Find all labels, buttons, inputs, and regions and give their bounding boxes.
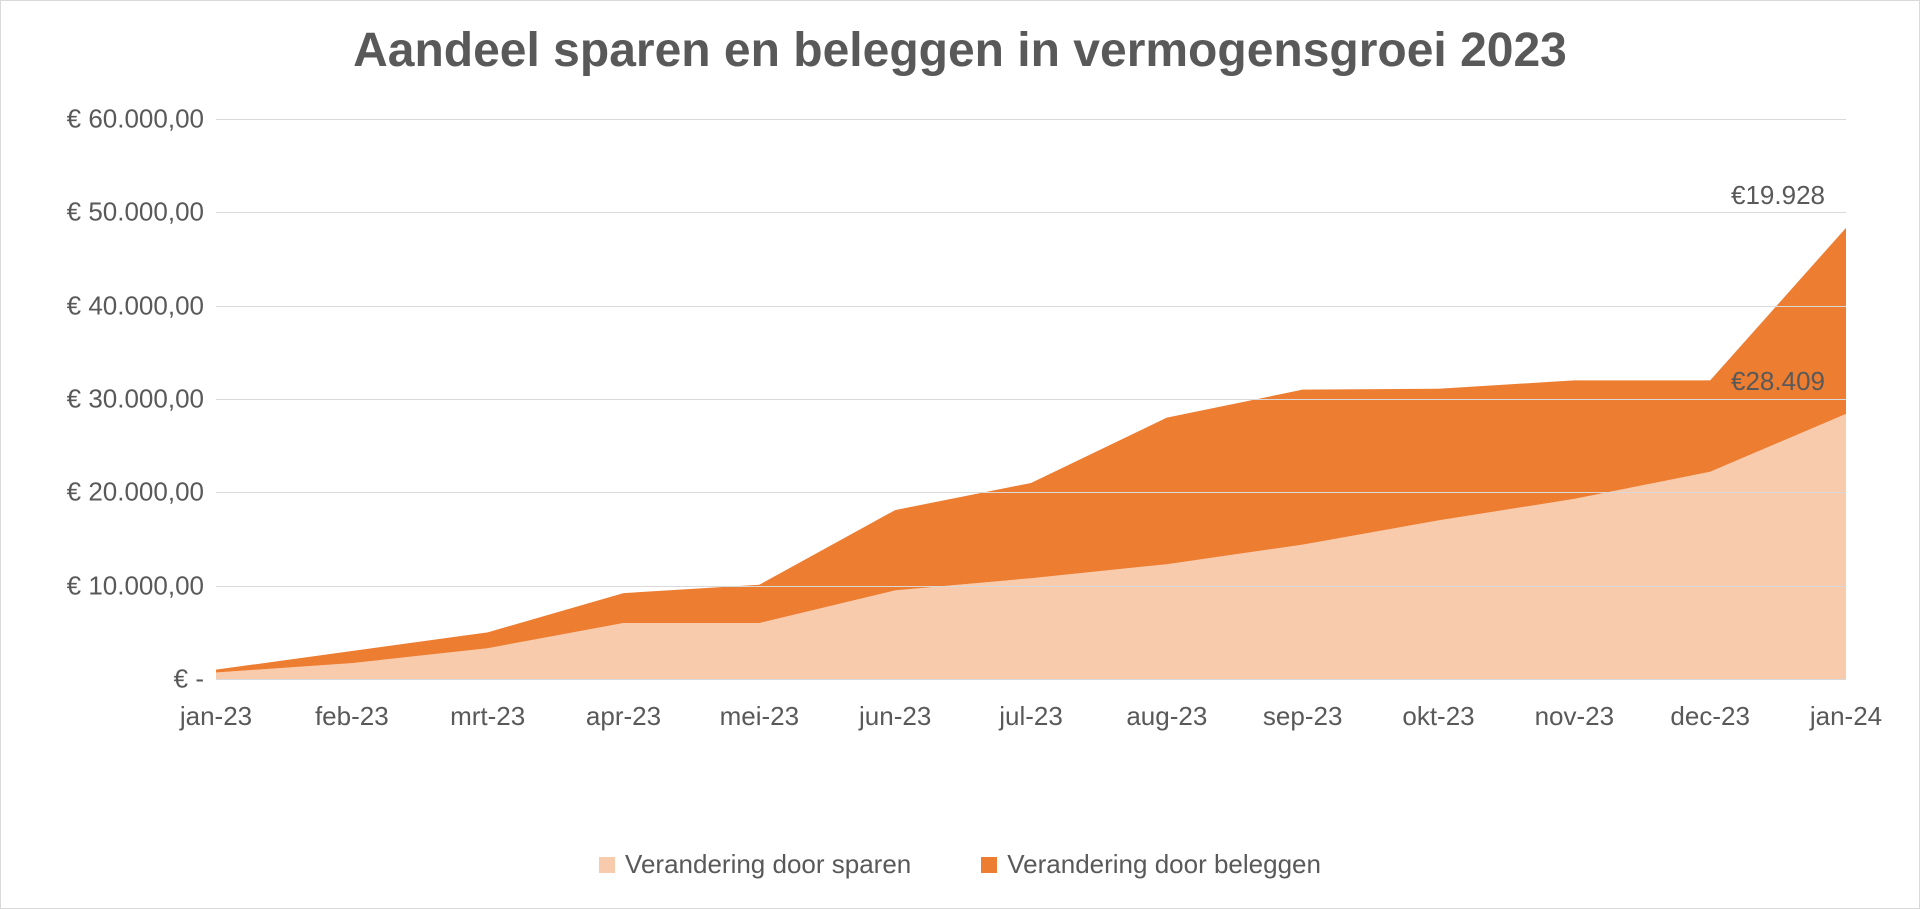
x-axis-tick-label: jan-23 [180,701,252,732]
x-axis-tick-label: apr-23 [586,701,661,732]
x-axis-tick-label: jun-23 [859,701,931,732]
y-axis-tick-label: € 60.000,00 [67,104,204,135]
data-label: €19.928 [1731,180,1825,211]
legend-item-beleggen: Verandering door beleggen [981,849,1321,880]
x-axis-tick-label: nov-23 [1535,701,1615,732]
x-axis-tick-label: aug-23 [1126,701,1207,732]
gridline [216,586,1846,587]
y-axis-tick-label: € 50.000,00 [67,197,204,228]
gridline [216,212,1846,213]
legend-item-sparen: Verandering door sparen [599,849,911,880]
x-axis-tick-label: sep-23 [1263,701,1343,732]
chart-title: Aandeel sparen en beleggen in vermogensg… [1,23,1919,78]
gridline [216,492,1846,493]
x-axis-tick-label: jul-23 [999,701,1063,732]
y-axis-tick-label: € 30.000,00 [67,384,204,415]
gridline [216,399,1846,400]
legend-swatch-beleggen [981,857,997,873]
legend-swatch-sparen [599,857,615,873]
plot-area [216,119,1846,679]
x-axis-tick-label: mei-23 [720,701,799,732]
x-axis-tick-label: feb-23 [315,701,389,732]
data-label: €28.409 [1731,366,1825,397]
x-axis-tick-label: mrt-23 [450,701,525,732]
legend-label-beleggen: Verandering door beleggen [1007,849,1321,880]
chart-frame: Aandeel sparen en beleggen in vermogensg… [0,0,1920,909]
gridline [216,119,1846,120]
x-axis-tick-label: jan-24 [1810,701,1882,732]
legend-label-sparen: Verandering door sparen [625,849,911,880]
y-axis-tick-label: € - [174,664,204,695]
y-axis-tick-label: € 20.000,00 [67,477,204,508]
gridline [216,306,1846,307]
legend: Verandering door sparen Verandering door… [1,849,1919,880]
y-axis-tick-label: € 40.000,00 [67,290,204,321]
gridline [216,679,1846,680]
x-axis-tick-label: dec-23 [1670,701,1750,732]
x-axis-tick-label: okt-23 [1402,701,1474,732]
y-axis-tick-label: € 10.000,00 [67,570,204,601]
